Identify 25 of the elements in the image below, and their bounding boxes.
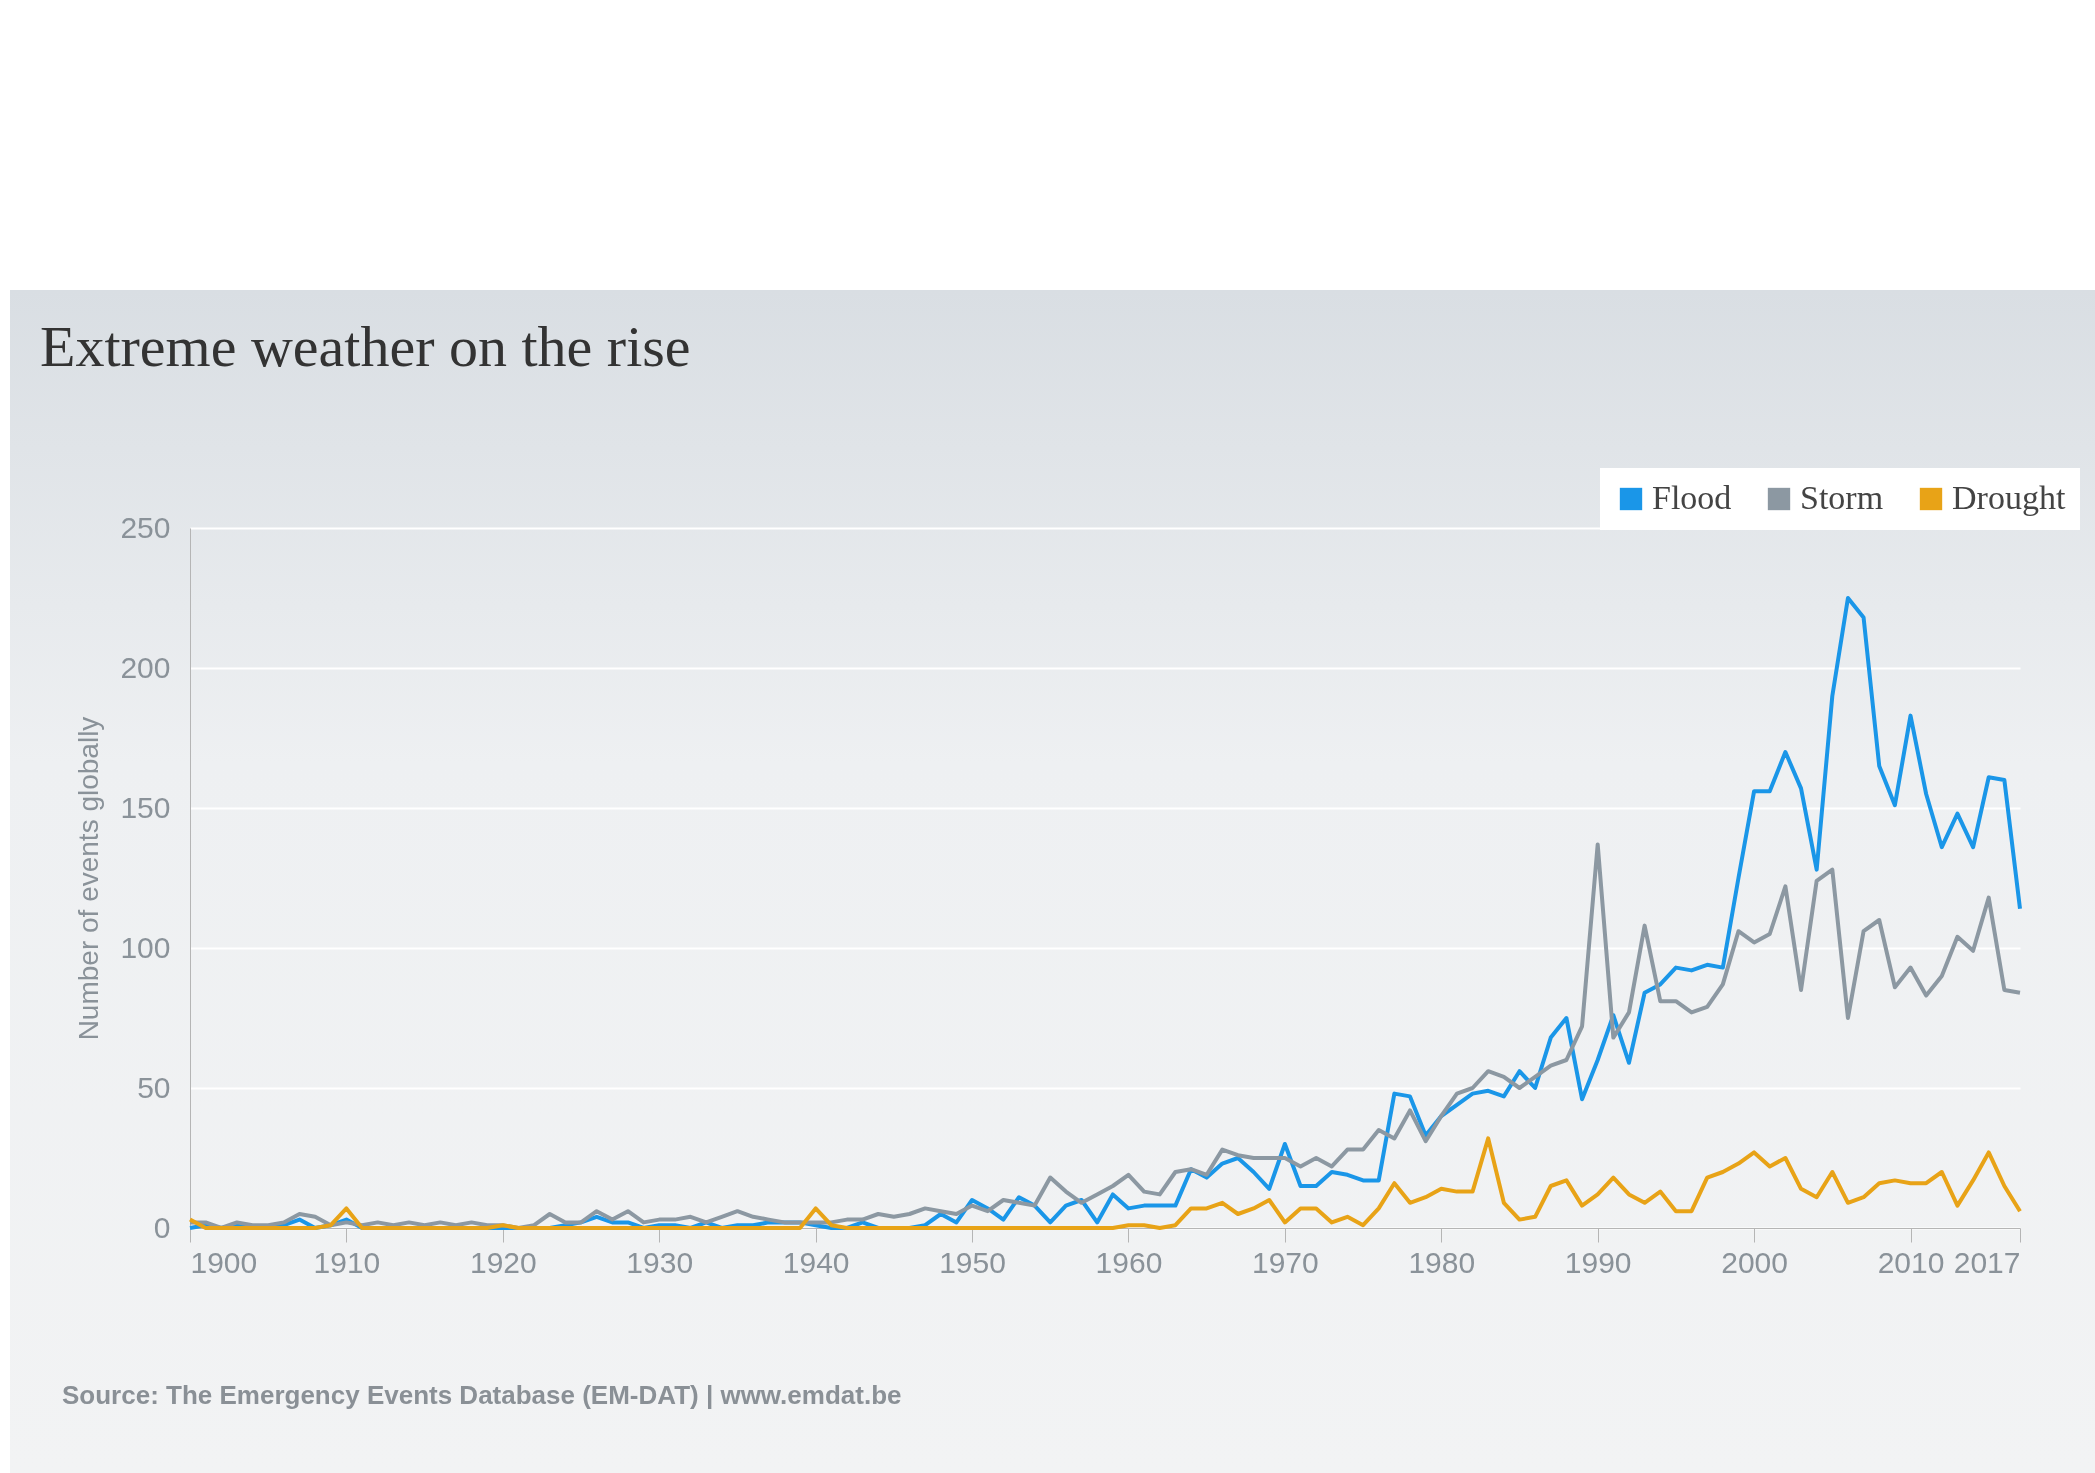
x-tick-label: 1930 xyxy=(626,1245,694,1279)
y-axis-title: Number of events globally xyxy=(73,716,105,1041)
x-tick-label: 1950 xyxy=(939,1245,1006,1279)
x-tick-label: 1910 xyxy=(313,1245,381,1279)
y-tick-label: 250 xyxy=(120,510,171,544)
x-tick-label: 2000 xyxy=(1721,1245,1788,1279)
x-tick-label: 1940 xyxy=(782,1245,850,1279)
x-tick-label: 2010 xyxy=(1877,1245,1945,1279)
y-tick-label: 200 xyxy=(120,650,171,684)
y-tick-label: 0 xyxy=(153,1210,171,1244)
x-tick-label: 1900 xyxy=(190,1245,258,1279)
source-note: Source: The Emergency Events Database (EM-DAT) | www.emdat.be xyxy=(62,1380,902,1411)
x-tick-label: 1990 xyxy=(1564,1245,1632,1279)
x-tick-label: 1980 xyxy=(1408,1245,1476,1279)
y-tick-label: 150 xyxy=(120,790,171,824)
y-tick-label: 50 xyxy=(137,1070,171,1104)
y-tick-label: 100 xyxy=(120,930,171,964)
x-tick-label: 1970 xyxy=(1252,1245,1319,1279)
legend-label: Flood xyxy=(1652,479,1732,516)
legend-label: Storm xyxy=(1800,479,1884,516)
x-tick-label: 1960 xyxy=(1095,1245,1163,1279)
x-tick-label: 1920 xyxy=(469,1245,537,1279)
x-tick-label: 2017 xyxy=(1953,1245,2021,1279)
legend-label: Drought xyxy=(1952,479,2066,516)
chart-title: Extreme weather on the rise xyxy=(40,314,691,379)
